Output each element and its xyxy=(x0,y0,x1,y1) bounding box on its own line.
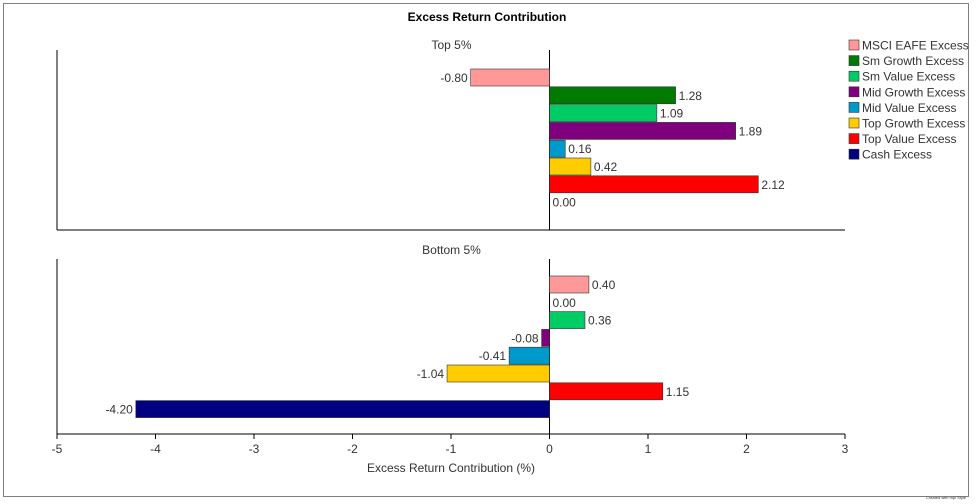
excess-return-chart: Excess Return Contribution Top 5% -0.80 1.… xyxy=(0,0,977,504)
bar-value-label: 0.00 xyxy=(553,196,577,210)
bar xyxy=(509,347,549,364)
bar-value-label: 0.00 xyxy=(553,296,577,310)
bar xyxy=(550,122,736,139)
bar xyxy=(550,87,676,104)
panel-0: Top 5% -0.80 1.28 1.09 1.89 0.160.42 2.12 0.00 xyxy=(57,38,845,230)
legend-swatch xyxy=(849,56,859,66)
legend-label: MSCI EAFE Excess xyxy=(862,39,969,53)
legend-swatch xyxy=(849,118,859,128)
panels-layer: Top 5%-0.801.281.091.890.160.422.120.00B… xyxy=(57,38,845,434)
x-tick-label: 2 xyxy=(743,442,750,456)
x-tick-label: -4 xyxy=(150,442,161,456)
bar xyxy=(550,276,589,293)
legend-label: Top Growth Excess xyxy=(862,117,965,131)
panel-title: Top 5% xyxy=(431,38,471,52)
bar xyxy=(550,383,663,400)
panel-title: Bottom 5% xyxy=(422,243,481,257)
bar-value-label: -0.08 xyxy=(511,331,539,345)
x-tick-label: -3 xyxy=(249,442,260,456)
panel-1: Bottom 5% 0.40 0.00 0.36 -0.08 -0.41 -1.04 1.15… xyxy=(57,243,845,434)
bar xyxy=(471,69,550,86)
x-tick-label: 0 xyxy=(546,442,553,456)
bar-value-label: -1.04 xyxy=(417,367,445,381)
legend-swatch xyxy=(849,87,859,97)
legend-label: Sm Value Excess xyxy=(862,70,955,84)
x-tick-label: -5 xyxy=(52,442,63,456)
bar-value-label: 1.09 xyxy=(660,107,684,121)
bar-value-label: 0.16 xyxy=(568,142,592,156)
legend-swatch xyxy=(849,102,859,112)
bar-value-label: 2.12 xyxy=(761,178,785,192)
bar xyxy=(550,158,591,175)
legend-label: Mid Growth Excess xyxy=(862,85,965,99)
bar-value-label: 1.28 xyxy=(679,89,703,103)
legend-label: Mid Value Excess xyxy=(862,101,956,115)
bar xyxy=(542,329,550,346)
bar xyxy=(550,105,657,122)
bar-value-label: 0.40 xyxy=(592,278,616,292)
x-tick-label: -2 xyxy=(347,442,358,456)
legend-label: Cash Excess xyxy=(862,148,932,162)
x-axis-label: Excess Return Contribution (%) xyxy=(367,461,535,475)
legend-label: Sm Growth Excess xyxy=(862,54,964,68)
bar xyxy=(447,365,549,382)
legend-swatch xyxy=(849,149,859,159)
bar-value-label: -0.41 xyxy=(479,349,507,363)
x-axis: -5 -4 -3 -2 -1 0 1 2 3 xyxy=(52,434,849,456)
bar-value-label: 0.36 xyxy=(588,314,612,328)
bar xyxy=(550,140,566,157)
x-tick-label: 3 xyxy=(842,442,849,456)
bar xyxy=(550,312,585,329)
legend-swatch xyxy=(849,71,859,81)
legend-label: Top Value Excess xyxy=(862,132,957,146)
legend-swatch xyxy=(849,40,859,50)
x-tick-label: -1 xyxy=(446,442,457,456)
bar-value-label: 0.42 xyxy=(594,160,618,174)
legend-swatch xyxy=(849,134,859,144)
footer-note: Created with mpl Style xyxy=(926,495,967,500)
x-tick-label: 1 xyxy=(645,442,652,456)
bar-value-label: 1.89 xyxy=(739,124,763,138)
bar xyxy=(136,401,550,418)
bar-value-label: 1.15 xyxy=(666,385,690,399)
chart-title: Excess Return Contribution xyxy=(408,10,567,24)
bar-value-label: -0.80 xyxy=(440,71,468,85)
bar xyxy=(550,176,759,193)
bar-value-label: -4.20 xyxy=(105,403,133,417)
